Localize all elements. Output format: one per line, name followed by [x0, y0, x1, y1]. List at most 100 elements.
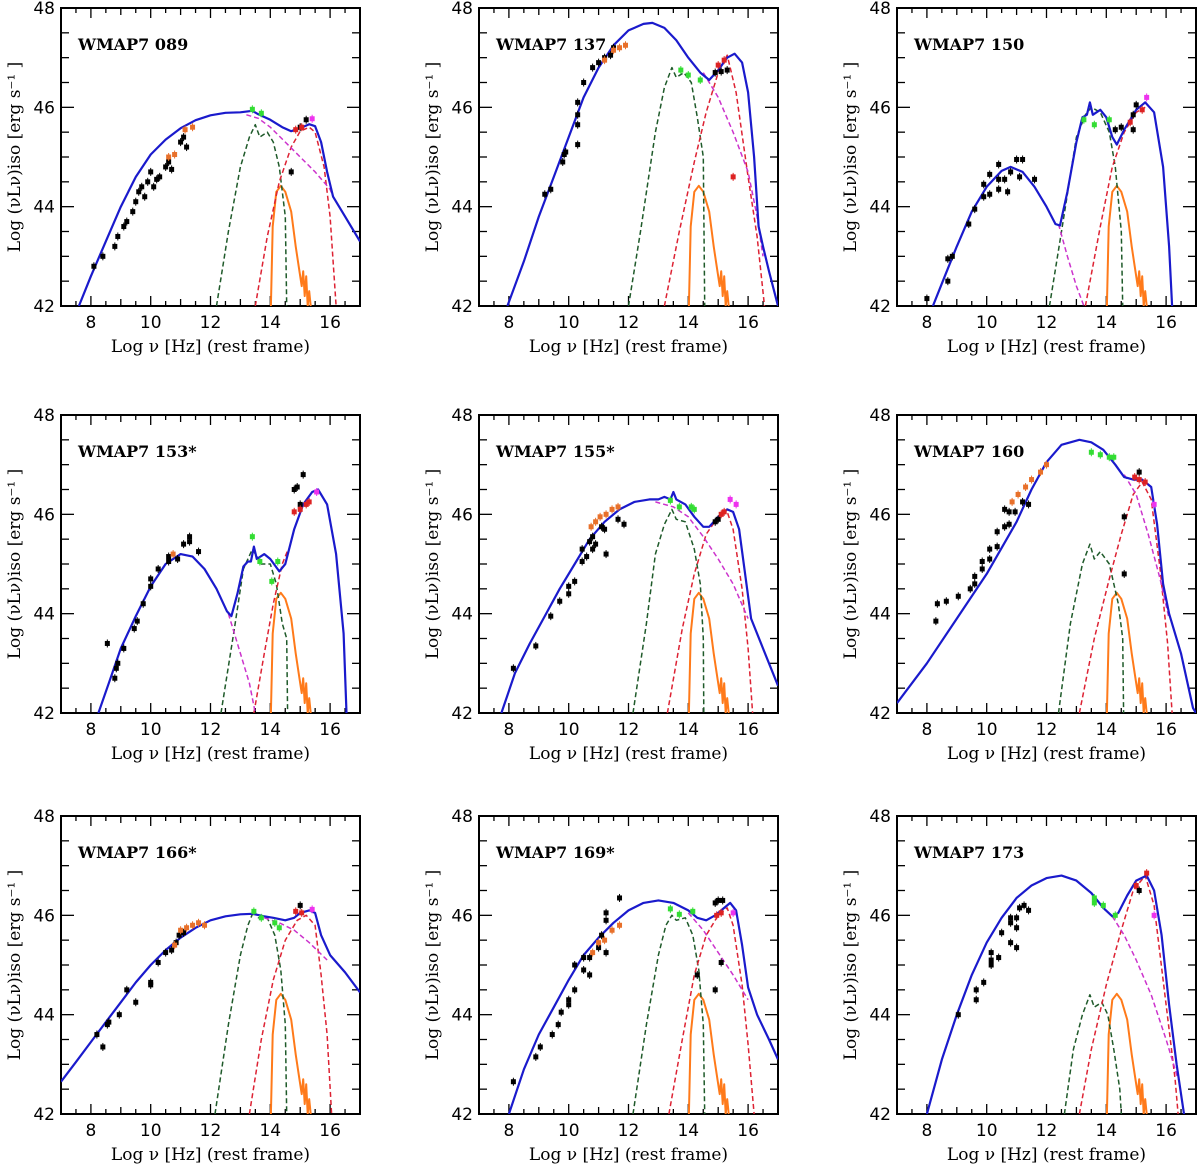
y-tick-label: 48: [451, 807, 473, 827]
data-point-black: [136, 189, 142, 195]
data-point-black: [148, 979, 154, 985]
y-tick-label: 42: [451, 704, 473, 724]
panel-title: WMAP7 150: [913, 35, 1024, 54]
x-tick-label: 12: [200, 313, 222, 333]
data-point-orange: [1023, 484, 1029, 490]
data-point-green: [257, 559, 263, 565]
y-tick-label: 46: [451, 906, 473, 926]
x-tick-label: 16: [737, 1121, 759, 1141]
data-point-black: [979, 566, 985, 572]
y-tick-label: 46: [451, 505, 473, 525]
y-tick-label: 42: [33, 1105, 55, 1125]
data-point-black: [184, 144, 190, 150]
y-tick-label: 44: [869, 605, 891, 625]
x-tick-label: 8: [503, 313, 514, 333]
x-tick-label: 10: [558, 1121, 580, 1141]
data-point-orange: [602, 57, 608, 63]
data-point-orange: [623, 42, 629, 48]
series-disk-line: [269, 184, 312, 306]
data-point-magenta: [727, 496, 733, 502]
data-point-black: [510, 665, 516, 671]
series-synchrotron-line: [1057, 223, 1085, 306]
data-point-black: [1017, 905, 1023, 911]
series-corona-line: [248, 914, 333, 1114]
data-point-black: [712, 70, 718, 76]
series-corona-line: [254, 126, 337, 306]
y-tick-label: 44: [33, 198, 55, 218]
series-synchrotron-line: [227, 613, 257, 713]
data-point-orange: [170, 551, 176, 557]
data-point-black: [163, 950, 169, 956]
data-point-black: [294, 484, 300, 490]
data-point-black: [579, 559, 585, 565]
data-point-red: [718, 511, 724, 517]
y-tick-label: 44: [33, 1006, 55, 1026]
panel-title: WMAP7 155*: [495, 442, 615, 461]
data-point-green: [249, 534, 255, 540]
data-point-black: [1014, 925, 1020, 931]
series-corona-line: [1084, 106, 1146, 306]
y-tick-label: 42: [869, 297, 891, 317]
y-tick-label: 48: [869, 807, 891, 827]
x-tick-label: 8: [85, 1121, 96, 1141]
data-point-black: [715, 897, 721, 903]
data-point-black: [187, 534, 193, 540]
data-point-black: [548, 186, 554, 192]
data-point-red: [306, 499, 312, 505]
y-axis-label: Log (νLν)iso [erg s⁻¹ ]: [423, 870, 443, 1061]
data-point-black: [115, 660, 121, 666]
data-point-black: [1136, 888, 1142, 893]
x-tick-label: 14: [259, 720, 281, 740]
sed-panel-1: 8 10 12 14 16 42 44 46 48 Log ν [Hz] (rest frame)…: [5, 0, 361, 357]
data-point-orange: [184, 925, 190, 931]
y-tick-label: 42: [869, 1105, 891, 1125]
data-point-black: [988, 957, 994, 963]
data-point-green: [1088, 449, 1094, 455]
data-point-orange: [1009, 499, 1015, 505]
series-total-line: [897, 438, 1196, 713]
data-point-orange: [172, 942, 178, 948]
series-synchrotron-line: [687, 912, 749, 1001]
data-point-black: [151, 184, 157, 190]
data-point-black: [557, 598, 563, 604]
data-point-orange: [603, 511, 609, 517]
data-point-black: [1133, 102, 1139, 108]
data-point-green: [667, 906, 673, 912]
data-point-black: [581, 80, 587, 85]
data-point-black: [187, 539, 193, 545]
data-point-black: [996, 955, 1002, 961]
x-tick-label: 10: [140, 1121, 162, 1141]
y-tick-label: 42: [869, 704, 891, 724]
data-point-black: [169, 947, 175, 953]
data-point-black: [166, 159, 172, 165]
plot-area: [925, 869, 1186, 1114]
data-point-black: [933, 618, 939, 624]
data-point-black: [566, 997, 572, 1003]
y-tick-label: 48: [869, 406, 891, 426]
data-point-black: [596, 60, 602, 66]
data-point-black: [1014, 915, 1020, 921]
data-point-orange: [609, 506, 615, 512]
data-point-black: [1008, 920, 1014, 926]
x-tick-label: 8: [921, 720, 932, 740]
data-point-red: [1142, 479, 1148, 485]
data-point-black: [133, 999, 139, 1005]
y-tick-label: 44: [451, 198, 473, 218]
data-point-green: [249, 106, 255, 112]
x-tick-label: 16: [319, 720, 341, 740]
data-point-black: [972, 573, 978, 579]
y-tick-label: 42: [451, 1105, 473, 1125]
data-point-black: [720, 897, 726, 903]
data-point-black: [973, 997, 979, 1003]
data-point-black: [996, 176, 1002, 182]
data-point-red: [303, 501, 309, 507]
data-point-green: [258, 110, 264, 116]
x-tick-label: 12: [1036, 720, 1058, 740]
data-point-black: [1118, 124, 1124, 130]
data-point-green: [1106, 454, 1112, 460]
data-point-black: [169, 166, 175, 172]
data-point-green: [1111, 454, 1117, 460]
series-torus-line: [632, 508, 705, 713]
panel-title: WMAP7 173: [913, 843, 1024, 862]
data-point-black: [1014, 156, 1020, 162]
